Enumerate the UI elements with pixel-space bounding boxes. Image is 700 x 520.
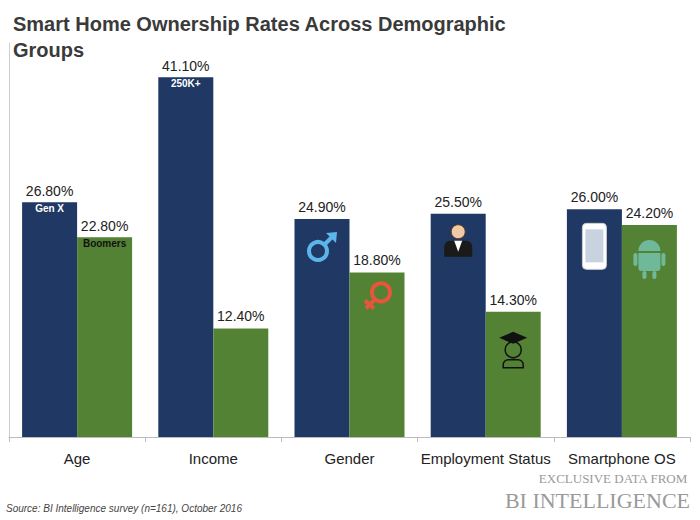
svg-text:24.90%: 24.90%	[298, 199, 345, 215]
svg-text:Source: BI Intelligence survey: Source: BI Intelligence survey (n=161), …	[6, 503, 242, 514]
svg-text:Gender: Gender	[324, 450, 374, 467]
svg-text:41.10%: 41.10%	[162, 58, 209, 74]
svg-text:250K+: 250K+	[171, 78, 201, 89]
svg-text:Groups: Groups	[13, 39, 84, 61]
svg-text:Smart Home Ownership Rates Acr: Smart Home Ownership Rates Across Demogr…	[13, 13, 511, 35]
svg-text:Age: Age	[64, 450, 91, 467]
svg-text:BI INTELLIGENCE: BI INTELLIGENCE	[505, 488, 690, 513]
svg-text:Income: Income	[189, 450, 238, 467]
svg-text:14.30%: 14.30%	[489, 292, 536, 308]
svg-text:18.80%: 18.80%	[353, 252, 400, 268]
svg-text:Gen X: Gen X	[35, 203, 64, 214]
svg-text:Boomers: Boomers	[83, 238, 127, 249]
svg-text:26.80%: 26.80%	[26, 183, 73, 199]
svg-text:24.20%: 24.20%	[626, 205, 673, 221]
svg-text:26.00%: 26.00%	[571, 189, 618, 205]
svg-text:Smartphone OS: Smartphone OS	[568, 450, 676, 467]
svg-text:22.80%: 22.80%	[81, 218, 128, 234]
svg-text:25.50%: 25.50%	[434, 194, 481, 210]
svg-text:EXCLUSIVE DATA FROM: EXCLUSIVE DATA FROM	[539, 471, 688, 486]
svg-text:12.40%: 12.40%	[217, 308, 264, 324]
svg-text:Employment Status: Employment Status	[421, 450, 551, 467]
